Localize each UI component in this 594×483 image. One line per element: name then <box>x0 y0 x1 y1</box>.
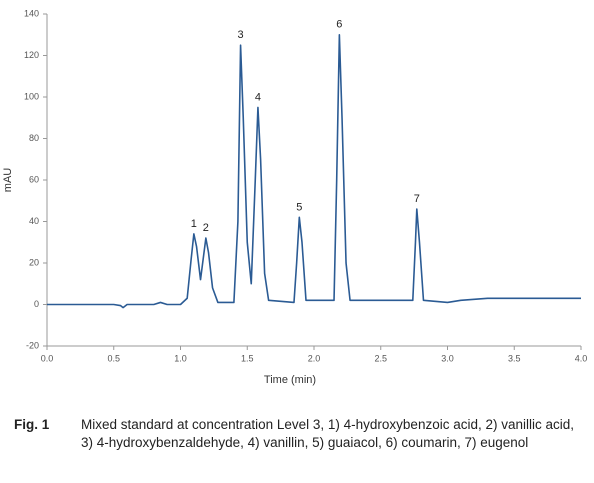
y-tick-label: -20 <box>26 340 39 350</box>
x-tick-label: 3.0 <box>441 353 454 363</box>
y-axis-label: mAU <box>2 168 14 193</box>
chart: Time (min) mAU -20 0 20 40 60 80 100 120 140 0.0 0… <box>2 8 588 386</box>
x-tick-label: 2.5 <box>374 353 387 363</box>
x-tick-label: 0.0 <box>41 353 54 363</box>
x-tick-label: 4.0 <box>575 353 588 363</box>
trace <box>47 33 581 309</box>
y-tick-label: 140 <box>24 8 39 18</box>
peak-label: 2 <box>203 222 209 234</box>
caption-label: Fig. 1 <box>14 417 50 432</box>
x-axis-label: Time (min) <box>264 374 316 386</box>
peak-label: 5 <box>296 201 302 213</box>
x-tick-label: 2.0 <box>308 353 321 363</box>
peak-label: 3 <box>238 29 244 41</box>
y-tick-label: 80 <box>29 133 39 143</box>
caption-text: Mixed standard at concentration Level 3,… <box>81 417 575 450</box>
x-tick-label: 1.5 <box>241 353 254 363</box>
peak-label: 4 <box>255 91 261 103</box>
y-tick-label: 60 <box>29 174 39 184</box>
peak-label: 7 <box>414 193 420 205</box>
y-tick-label: 0 <box>34 299 39 309</box>
x-tick-label: 0.5 <box>107 353 120 363</box>
y-tick-label: 120 <box>24 50 39 60</box>
y-tick-label: 40 <box>29 216 39 226</box>
y-tick-label: 100 <box>24 91 39 101</box>
x-tick-label: 3.5 <box>508 353 521 363</box>
peak-label: 1 <box>191 218 197 230</box>
x-tick-label: 1.0 <box>174 353 187 363</box>
y-tick-label: 20 <box>29 257 39 267</box>
caption: Fig. 1 Mixed standard at concentration L… <box>14 416 584 452</box>
peak-label: 6 <box>336 19 342 31</box>
